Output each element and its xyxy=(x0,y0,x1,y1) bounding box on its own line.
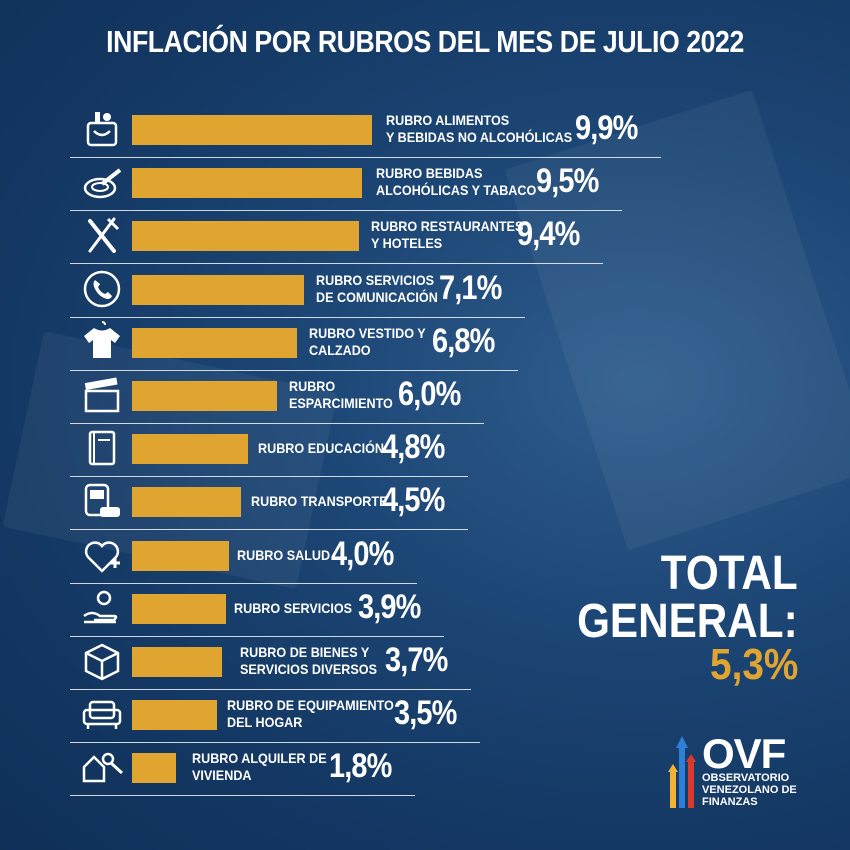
category-label: RUBRO DE EQUIPAMIENTO DEL HOGAR xyxy=(226,697,394,731)
category-label: RUBRO ALIMENTOS Y BEBIDAS NO ALCOHÓLICAS xyxy=(385,112,572,145)
logo-subtitle: OBSERVATORIO VENEZOLANO DE FINANZAS xyxy=(702,772,797,808)
category-label: RUBRO SERVICIOS xyxy=(234,599,353,616)
row-divider xyxy=(70,210,622,212)
shirt-icon xyxy=(80,320,124,364)
chart-title: INFLACIÓN POR RUBROS DEL MES DE JULIO 20… xyxy=(106,24,744,59)
heart-plus-icon xyxy=(80,533,124,577)
value-label: 1,8% xyxy=(329,747,392,786)
total-general-value: 5,3% xyxy=(709,640,798,689)
total-general-label: TOTAL GENERAL: xyxy=(577,547,798,648)
category-label: RUBRO RESTAURANTES Y HOTELES xyxy=(371,218,524,252)
row-divider xyxy=(70,582,417,584)
sofa-icon xyxy=(80,692,124,736)
row-divider xyxy=(70,316,526,318)
value-label: 9,5% xyxy=(535,162,599,201)
clapperboard-icon xyxy=(80,373,124,417)
bar xyxy=(132,274,304,305)
bar xyxy=(132,593,227,624)
value-label: 4,8% xyxy=(381,428,445,467)
row-divider xyxy=(70,635,444,637)
category-label: RUBRO ALQUILER DE VIVIENDA xyxy=(191,750,327,784)
row-divider xyxy=(70,157,661,158)
bar xyxy=(132,327,297,358)
row-divider xyxy=(70,795,416,797)
value-label: 4,0% xyxy=(330,534,394,573)
value-label: 4,5% xyxy=(381,481,445,520)
logo-name: OVF xyxy=(702,730,786,777)
value-label: 3,9% xyxy=(357,587,421,626)
category-label: RUBRO VESTIDO Y CALZADO xyxy=(308,324,426,358)
value-label: 6,0% xyxy=(397,375,461,413)
hand-gear-icon xyxy=(80,586,124,630)
logo-arrows-icon xyxy=(668,736,696,808)
category-label: RUBRO EDUCACIÓN xyxy=(258,440,385,457)
row-divider xyxy=(70,476,468,478)
value-label: 3,7% xyxy=(384,641,448,679)
bar xyxy=(132,221,360,252)
value-label: 7,1% xyxy=(439,268,502,307)
row-divider xyxy=(70,742,480,744)
grocery-basket-icon xyxy=(80,107,124,151)
bar xyxy=(132,434,249,465)
bar xyxy=(132,540,229,571)
value-label: 9,4% xyxy=(516,215,580,254)
bar xyxy=(132,647,222,677)
box-icon xyxy=(80,639,124,683)
row-divider xyxy=(70,263,603,265)
ovf-logo: OVF OBSERVATORIO VENEZOLANO DE FINANZAS xyxy=(668,730,818,812)
phone-icon xyxy=(80,267,124,311)
bar xyxy=(132,115,372,145)
bar xyxy=(132,168,362,199)
row-divider xyxy=(70,529,468,531)
value-label: 6,8% xyxy=(431,321,495,360)
row-divider xyxy=(70,689,471,690)
bus-car-icon xyxy=(80,479,124,523)
category-label: RUBRO DE BIENES Y SERVICIOS DIVERSOS xyxy=(239,644,377,677)
fork-knife-icon xyxy=(80,213,124,257)
row-divider xyxy=(70,369,518,371)
category-label: RUBRO SERVICIOS DE COMUNICACIÓN xyxy=(315,271,438,305)
bar xyxy=(132,381,278,411)
category-label: RUBRO SALUD xyxy=(236,546,330,563)
value-label: 3,5% xyxy=(393,694,457,733)
category-label: RUBRO ESPARCIMIENTO xyxy=(289,378,394,411)
house-key-icon xyxy=(80,745,124,789)
category-label: RUBRO TRANSPORTE xyxy=(250,493,388,510)
category-label: RUBRO BEBIDAS ALCOHÓLICAS Y TABACO xyxy=(375,165,537,199)
bar xyxy=(132,487,241,518)
bar xyxy=(132,753,176,784)
value-label: 9,9% xyxy=(574,109,638,147)
bar xyxy=(132,700,217,731)
book-icon xyxy=(80,426,124,470)
ashtray-icon xyxy=(80,160,124,204)
row-divider xyxy=(70,423,484,424)
